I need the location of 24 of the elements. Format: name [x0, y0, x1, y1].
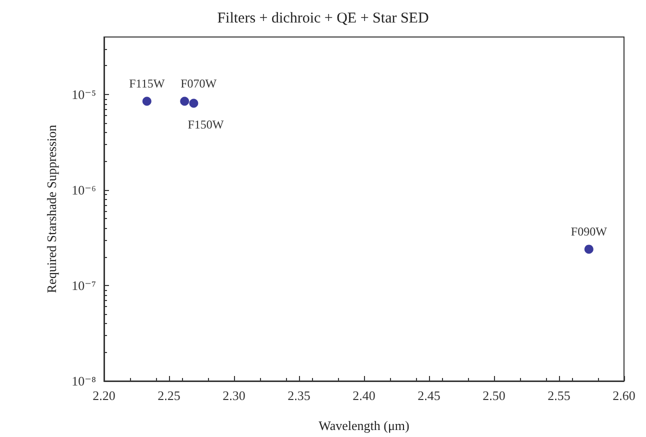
x-tick-label: 2.30 — [222, 388, 246, 403]
y-tick-label: 10⁻⁶ — [72, 182, 96, 198]
x-axis-title: Wavelength (μm) — [318, 418, 410, 433]
x-tick-label: 2.50 — [482, 388, 506, 403]
data-label: F090W — [570, 224, 608, 239]
x-tick-label: 2.25 — [158, 388, 180, 403]
x-tick-label: 2.40 — [352, 388, 376, 403]
chart-title: Filters + dichroic + QE + Star SED — [217, 10, 429, 26]
y-axis-title: Required Starshade Suppression — [44, 124, 59, 294]
y-tick-label: 10⁻⁸ — [72, 374, 96, 388]
point — [189, 98, 198, 108]
y-tick-label: 10⁻⁵ — [72, 86, 96, 102]
x-tick-label: 2.45 — [418, 388, 440, 403]
x-tick-label: 2.55 — [548, 388, 570, 403]
point — [142, 96, 152, 106]
x-tick-label: 2.35 — [288, 388, 310, 403]
point — [584, 244, 594, 254]
x-tick-label: 2.60 — [612, 388, 636, 403]
x-tick-label: 2.20 — [92, 388, 116, 403]
point — [180, 96, 190, 106]
data-label: F070W — [180, 76, 218, 91]
data-label: F115W — [129, 76, 166, 91]
y-tick-label: 10⁻⁷ — [72, 278, 96, 293]
data-label: F150W — [188, 118, 224, 132]
